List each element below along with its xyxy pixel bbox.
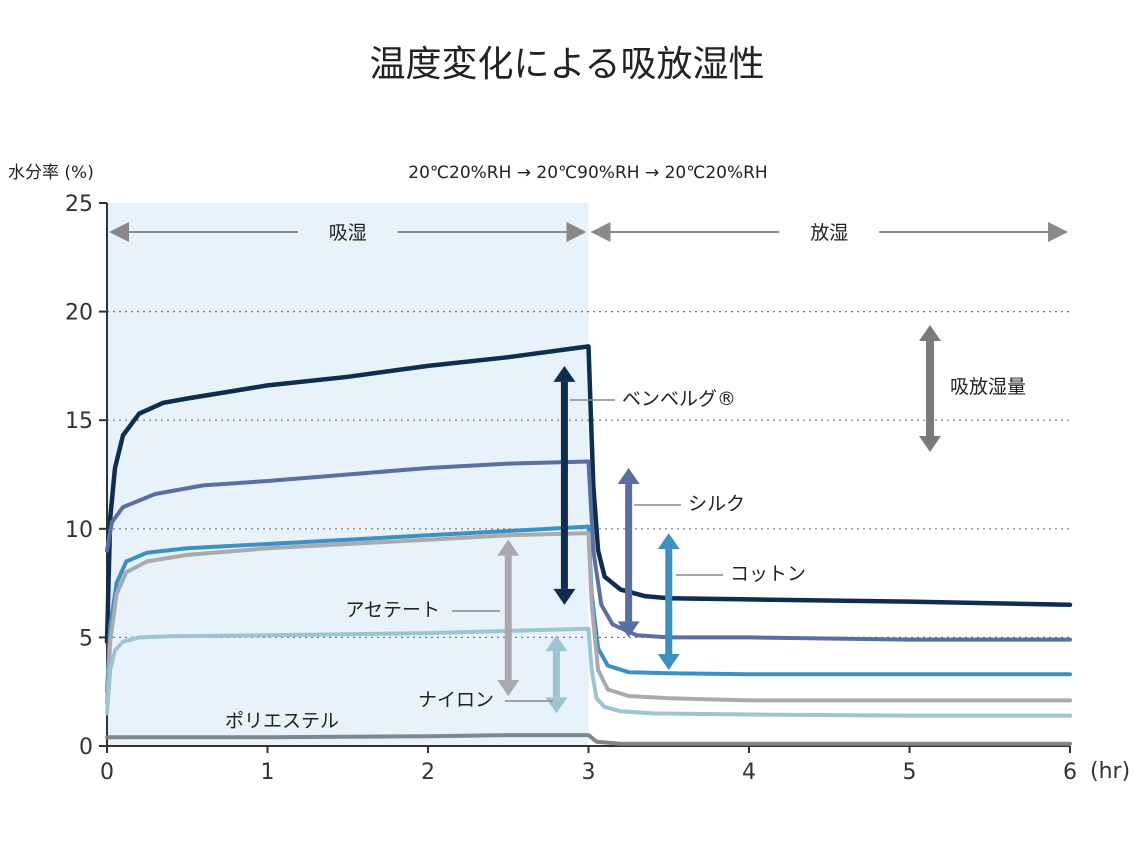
y-tick-label: 0 — [79, 735, 93, 760]
arrow-head-up — [545, 635, 568, 652]
series-label: ベンベルグ® — [622, 388, 736, 410]
series-label: コットン — [730, 563, 806, 585]
range-arrow — [657, 533, 680, 670]
x-tick-label: 2 — [421, 760, 435, 785]
arrow-head-up — [657, 533, 680, 550]
series-line — [104, 344, 1073, 644]
chart-title: 温度変化による吸放湿性 — [370, 44, 765, 85]
arrow-head-down — [919, 436, 941, 452]
y-tick-label: 15 — [65, 409, 93, 434]
y-tick-label: 5 — [79, 626, 93, 651]
y-axis-label: 水分率 (%) — [8, 163, 94, 183]
series-line — [105, 459, 1072, 642]
x-tick-label: 3 — [582, 760, 596, 785]
series-label: ナイロン — [418, 689, 494, 711]
phase-arrows: 吸湿 放湿 — [109, 222, 1068, 244]
x-tick-label: 4 — [742, 760, 756, 785]
series-line — [105, 531, 1072, 705]
x-tick-label: 0 — [100, 760, 114, 785]
arrow-head-up — [497, 539, 520, 556]
chart-subtitle: 20℃20%RH → 20℃90%RH → 20℃20%RH — [408, 163, 767, 183]
arrow-head-up — [617, 467, 640, 484]
series-label: シルク — [688, 493, 745, 515]
series-line — [105, 626, 1072, 718]
phase-label: 放湿 — [810, 222, 848, 244]
x-tick-label: 5 — [903, 760, 917, 785]
y-tick-label: 20 — [65, 301, 93, 326]
y-tick-label: 10 — [65, 518, 93, 543]
series-line — [105, 733, 1072, 746]
arrow-head-up — [919, 325, 941, 341]
series-line — [105, 524, 1072, 694]
legend: 吸放湿量 — [919, 325, 1026, 452]
legend-label: 吸放湿量 — [950, 376, 1026, 398]
range-arrow — [617, 467, 640, 638]
series-label: アセテート — [345, 599, 440, 621]
range-arrows — [497, 365, 680, 714]
arrow-head-down — [497, 680, 520, 697]
phase-label: 吸湿 — [329, 222, 367, 244]
range-arrow — [497, 539, 520, 697]
x-tick-label: 6 — [1063, 760, 1077, 785]
legend-arrow — [919, 325, 941, 452]
range-arrow — [553, 365, 576, 605]
y-tick-label: 25 — [65, 192, 93, 217]
x-axis-unit: (hr) — [1090, 759, 1130, 784]
arrow-head-down — [553, 588, 576, 605]
x-tick-label: 1 — [261, 760, 275, 785]
arrow-head-up — [553, 365, 576, 382]
arrow-head-down — [657, 653, 680, 670]
series-label: ポリエステル — [225, 710, 339, 732]
series-lines — [104, 344, 1073, 746]
arrow-head-down — [617, 621, 640, 638]
